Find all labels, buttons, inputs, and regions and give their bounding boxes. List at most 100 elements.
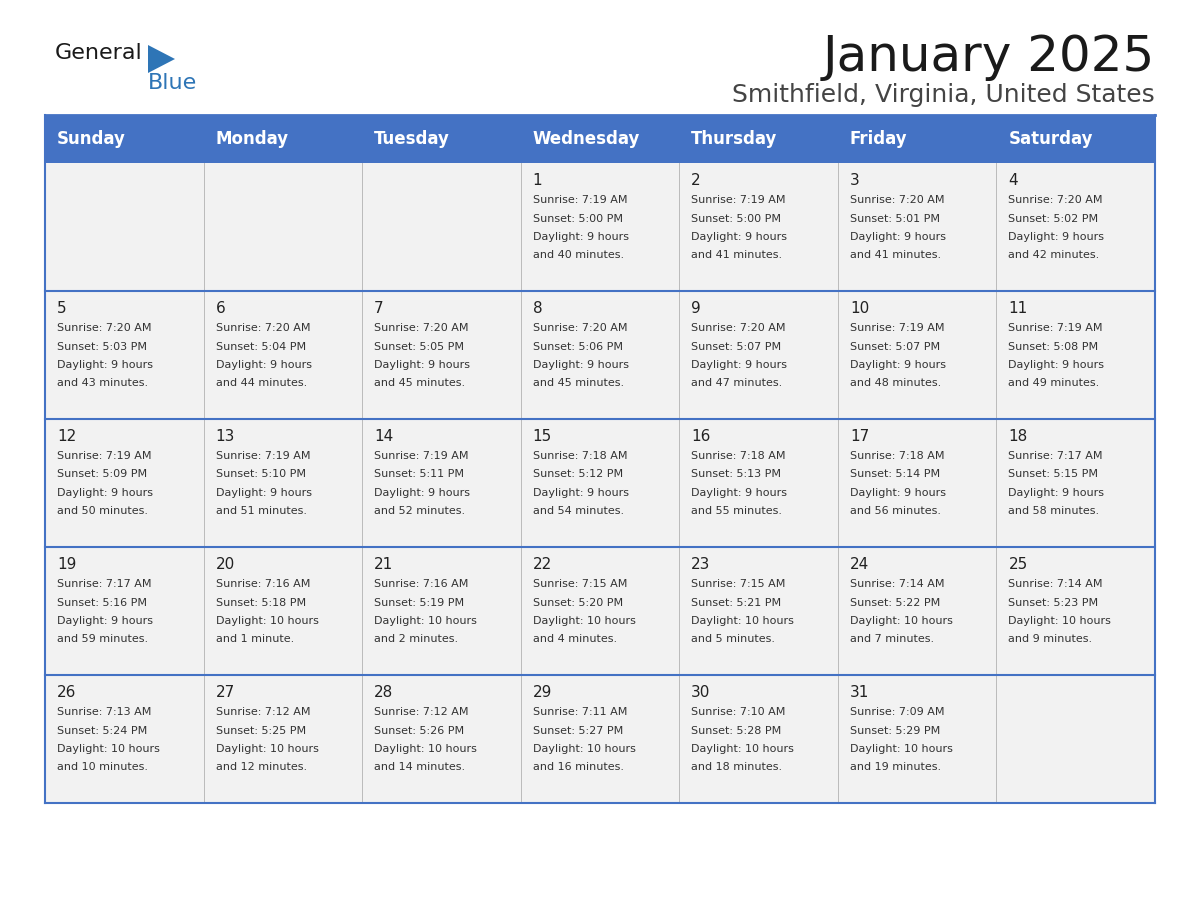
Text: Daylight: 9 hours: Daylight: 9 hours xyxy=(374,360,470,370)
Text: Daylight: 9 hours: Daylight: 9 hours xyxy=(849,488,946,498)
Text: Monday: Monday xyxy=(215,130,289,148)
Text: 18: 18 xyxy=(1009,429,1028,444)
Text: Daylight: 9 hours: Daylight: 9 hours xyxy=(374,488,470,498)
Text: and 18 minutes.: and 18 minutes. xyxy=(691,763,783,773)
Text: Daylight: 10 hours: Daylight: 10 hours xyxy=(215,616,318,626)
Bar xyxy=(45,115,1155,163)
Text: and 58 minutes.: and 58 minutes. xyxy=(1009,507,1100,517)
Text: Sunset: 5:02 PM: Sunset: 5:02 PM xyxy=(1009,214,1099,223)
Text: Sunset: 5:19 PM: Sunset: 5:19 PM xyxy=(374,598,465,608)
Text: Sunset: 5:27 PM: Sunset: 5:27 PM xyxy=(532,725,623,735)
Text: Sunrise: 7:09 AM: Sunrise: 7:09 AM xyxy=(849,707,944,717)
Text: and 48 minutes.: and 48 minutes. xyxy=(849,378,941,388)
Text: 12: 12 xyxy=(57,429,76,444)
Text: 3: 3 xyxy=(849,173,860,188)
Text: Sunset: 5:21 PM: Sunset: 5:21 PM xyxy=(691,598,782,608)
Text: Sunset: 5:29 PM: Sunset: 5:29 PM xyxy=(849,725,940,735)
Text: and 49 minutes.: and 49 minutes. xyxy=(1009,378,1100,388)
Text: Daylight: 10 hours: Daylight: 10 hours xyxy=(691,616,794,626)
Text: and 45 minutes.: and 45 minutes. xyxy=(374,378,466,388)
Text: Sunrise: 7:18 AM: Sunrise: 7:18 AM xyxy=(849,451,944,461)
Text: Sunset: 5:23 PM: Sunset: 5:23 PM xyxy=(1009,598,1099,608)
Text: 13: 13 xyxy=(215,429,235,444)
Text: 19: 19 xyxy=(57,557,76,572)
Text: and 44 minutes.: and 44 minutes. xyxy=(215,378,307,388)
Text: Sunset: 5:09 PM: Sunset: 5:09 PM xyxy=(57,469,147,479)
Text: and 59 minutes.: and 59 minutes. xyxy=(57,634,148,644)
Text: Sunset: 5:04 PM: Sunset: 5:04 PM xyxy=(215,341,305,352)
Text: Daylight: 9 hours: Daylight: 9 hours xyxy=(691,488,788,498)
Text: Sunrise: 7:20 AM: Sunrise: 7:20 AM xyxy=(374,323,468,333)
Text: 16: 16 xyxy=(691,429,710,444)
Text: Sunrise: 7:17 AM: Sunrise: 7:17 AM xyxy=(1009,451,1102,461)
Text: and 52 minutes.: and 52 minutes. xyxy=(374,507,466,517)
Text: Sunrise: 7:12 AM: Sunrise: 7:12 AM xyxy=(374,707,468,717)
Text: 29: 29 xyxy=(532,685,552,700)
Bar xyxy=(45,547,1155,675)
Text: Sunset: 5:10 PM: Sunset: 5:10 PM xyxy=(215,469,305,479)
Text: and 40 minutes.: and 40 minutes. xyxy=(532,251,624,261)
Text: and 50 minutes.: and 50 minutes. xyxy=(57,507,148,517)
Text: Daylight: 9 hours: Daylight: 9 hours xyxy=(57,360,153,370)
Text: Smithfield, Virginia, United States: Smithfield, Virginia, United States xyxy=(732,83,1155,107)
Text: Sunset: 5:00 PM: Sunset: 5:00 PM xyxy=(532,214,623,223)
Text: 2: 2 xyxy=(691,173,701,188)
Text: Sunrise: 7:19 AM: Sunrise: 7:19 AM xyxy=(849,323,944,333)
Text: and 43 minutes.: and 43 minutes. xyxy=(57,378,148,388)
Text: Daylight: 9 hours: Daylight: 9 hours xyxy=(849,232,946,242)
Text: Sunrise: 7:19 AM: Sunrise: 7:19 AM xyxy=(215,451,310,461)
Text: Sunrise: 7:19 AM: Sunrise: 7:19 AM xyxy=(57,451,152,461)
Text: Sunrise: 7:11 AM: Sunrise: 7:11 AM xyxy=(532,707,627,717)
Text: Sunset: 5:11 PM: Sunset: 5:11 PM xyxy=(374,469,465,479)
Text: 10: 10 xyxy=(849,301,870,316)
Text: and 55 minutes.: and 55 minutes. xyxy=(691,507,782,517)
Text: Sunset: 5:26 PM: Sunset: 5:26 PM xyxy=(374,725,465,735)
Text: 11: 11 xyxy=(1009,301,1028,316)
Text: Sunset: 5:25 PM: Sunset: 5:25 PM xyxy=(215,725,305,735)
Text: Sunrise: 7:13 AM: Sunrise: 7:13 AM xyxy=(57,707,151,717)
Text: Sunrise: 7:16 AM: Sunrise: 7:16 AM xyxy=(374,579,468,589)
Text: Sunrise: 7:20 AM: Sunrise: 7:20 AM xyxy=(215,323,310,333)
Text: 1: 1 xyxy=(532,173,543,188)
Text: Sunset: 5:16 PM: Sunset: 5:16 PM xyxy=(57,598,147,608)
Text: Sunrise: 7:19 AM: Sunrise: 7:19 AM xyxy=(532,195,627,205)
Text: Sunrise: 7:12 AM: Sunrise: 7:12 AM xyxy=(215,707,310,717)
Text: 7: 7 xyxy=(374,301,384,316)
Text: and 4 minutes.: and 4 minutes. xyxy=(532,634,617,644)
Text: and 12 minutes.: and 12 minutes. xyxy=(215,763,307,773)
Text: Daylight: 9 hours: Daylight: 9 hours xyxy=(532,488,628,498)
Text: 22: 22 xyxy=(532,557,552,572)
Text: and 41 minutes.: and 41 minutes. xyxy=(849,251,941,261)
Text: Daylight: 10 hours: Daylight: 10 hours xyxy=(1009,616,1111,626)
Text: 30: 30 xyxy=(691,685,710,700)
Text: Daylight: 9 hours: Daylight: 9 hours xyxy=(691,232,788,242)
Text: and 9 minutes.: and 9 minutes. xyxy=(1009,634,1093,644)
Text: 23: 23 xyxy=(691,557,710,572)
Text: Daylight: 9 hours: Daylight: 9 hours xyxy=(691,360,788,370)
Text: January 2025: January 2025 xyxy=(823,33,1155,81)
Text: Sunset: 5:07 PM: Sunset: 5:07 PM xyxy=(849,341,940,352)
Bar xyxy=(45,419,1155,547)
Text: Daylight: 10 hours: Daylight: 10 hours xyxy=(532,744,636,754)
Polygon shape xyxy=(148,45,175,73)
Text: 4: 4 xyxy=(1009,173,1018,188)
Text: 5: 5 xyxy=(57,301,67,316)
Text: and 47 minutes.: and 47 minutes. xyxy=(691,378,783,388)
Text: and 51 minutes.: and 51 minutes. xyxy=(215,507,307,517)
Text: Daylight: 9 hours: Daylight: 9 hours xyxy=(849,360,946,370)
Text: 21: 21 xyxy=(374,557,393,572)
Bar xyxy=(45,675,1155,803)
Text: Sunset: 5:14 PM: Sunset: 5:14 PM xyxy=(849,469,940,479)
Text: Daylight: 9 hours: Daylight: 9 hours xyxy=(1009,488,1105,498)
Text: and 56 minutes.: and 56 minutes. xyxy=(849,507,941,517)
Text: Sunset: 5:07 PM: Sunset: 5:07 PM xyxy=(691,341,782,352)
Text: Sunrise: 7:20 AM: Sunrise: 7:20 AM xyxy=(849,195,944,205)
Text: Sunrise: 7:20 AM: Sunrise: 7:20 AM xyxy=(1009,195,1102,205)
Text: Sunrise: 7:14 AM: Sunrise: 7:14 AM xyxy=(1009,579,1102,589)
Text: Daylight: 10 hours: Daylight: 10 hours xyxy=(691,744,794,754)
Text: Sunset: 5:05 PM: Sunset: 5:05 PM xyxy=(374,341,465,352)
Text: and 19 minutes.: and 19 minutes. xyxy=(849,763,941,773)
Text: Daylight: 9 hours: Daylight: 9 hours xyxy=(532,232,628,242)
Text: Saturday: Saturday xyxy=(1009,130,1093,148)
Text: Daylight: 10 hours: Daylight: 10 hours xyxy=(532,616,636,626)
